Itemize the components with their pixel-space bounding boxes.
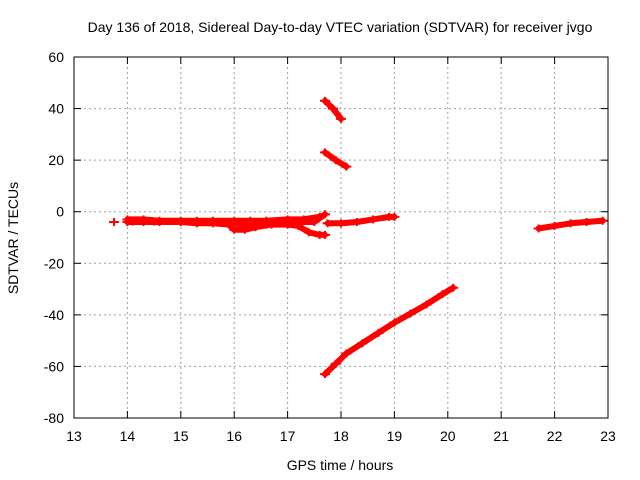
data-point [597, 216, 608, 225]
x-tick-label: 23 [600, 428, 616, 444]
data-point [261, 220, 272, 229]
y-axis-label: SDTVAR / TECUs [5, 182, 21, 294]
data-point [341, 162, 352, 171]
data-point [319, 370, 330, 379]
x-tick-label: 16 [226, 428, 242, 444]
data-point [229, 219, 240, 228]
data-point [389, 212, 400, 221]
data-point [293, 218, 304, 227]
data-point [149, 217, 160, 226]
data-point [421, 300, 432, 309]
data-point [405, 309, 416, 318]
data-point [277, 219, 288, 228]
x-tick-label: 19 [387, 428, 403, 444]
x-tick-label: 15 [173, 428, 189, 444]
y-tick-label: 60 [48, 49, 64, 65]
data-point [319, 230, 330, 239]
data-point [202, 218, 213, 227]
data-point [330, 359, 341, 368]
data-point [327, 104, 338, 113]
data-point [565, 219, 576, 228]
y-tick-label: -20 [44, 255, 64, 271]
y-tick-label: 20 [48, 152, 64, 168]
x-tick-label: 14 [120, 428, 136, 444]
data-point [437, 290, 448, 299]
data-point [319, 96, 330, 105]
data-point [322, 219, 333, 228]
data-point [330, 156, 341, 165]
y-tick-label: 0 [56, 204, 64, 220]
series-track-lower-arc [322, 284, 457, 378]
data-point [357, 339, 368, 348]
data-point [533, 224, 544, 233]
x-tick-label: 22 [547, 428, 563, 444]
data-points [109, 96, 608, 379]
ticks: 13 14 15 16 17 18 19 20 21 22 23 -80 -60 -40 -20 0 20 40 6… [44, 49, 616, 444]
data-point [368, 215, 379, 224]
y-tick-label: -60 [44, 358, 64, 374]
y-tick-label: 40 [48, 101, 64, 117]
data-point [319, 210, 330, 219]
data-point [336, 219, 346, 228]
x-tick-label: 17 [280, 428, 296, 444]
grid [74, 57, 608, 418]
data-point [319, 148, 330, 157]
data-point [581, 218, 592, 227]
y-tick-label: -40 [44, 307, 64, 323]
x-axis-label: GPS time / hours [287, 457, 394, 473]
data-point [373, 328, 384, 337]
data-point [245, 221, 256, 230]
x-tick-label: 18 [333, 428, 349, 444]
data-point [352, 218, 363, 227]
data-point [175, 218, 186, 227]
data-point [336, 114, 346, 123]
data-point [549, 221, 560, 230]
x-tick-label: 13 [66, 428, 82, 444]
data-point [127, 217, 138, 226]
data-point [303, 228, 314, 237]
data-point [389, 318, 400, 327]
data-point [448, 283, 459, 292]
data-point [109, 218, 120, 227]
data-point [341, 349, 352, 358]
chart-title: Day 136 of 2018, Sidereal Day-to-day VTE… [88, 19, 593, 35]
x-tick-label: 21 [493, 428, 509, 444]
x-tick-label: 20 [440, 428, 456, 444]
data-point [309, 218, 320, 227]
y-tick-label: -80 [44, 410, 64, 426]
